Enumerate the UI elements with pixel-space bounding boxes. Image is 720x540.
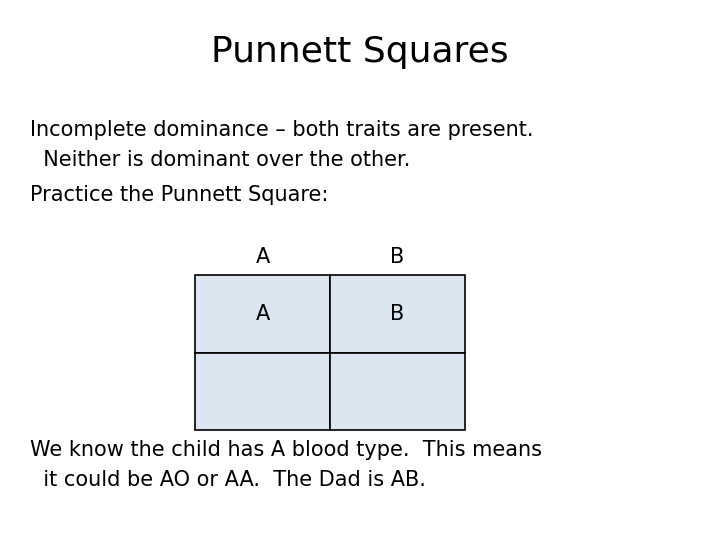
Text: A: A — [256, 303, 269, 324]
Text: Practice the Punnett Square:: Practice the Punnett Square: — [30, 185, 328, 205]
Bar — [330, 275, 465, 353]
Text: Punnett Squares: Punnett Squares — [211, 35, 509, 69]
Text: it could be AO or AA.  The Dad is AB.: it could be AO or AA. The Dad is AB. — [30, 470, 426, 490]
Bar — [195, 275, 330, 353]
Text: We know the child has A blood type.  This means: We know the child has A blood type. This… — [30, 440, 542, 460]
Bar — [330, 353, 465, 430]
Text: B: B — [390, 247, 405, 267]
Text: Incomplete dominance – both traits are present.: Incomplete dominance – both traits are p… — [30, 120, 534, 140]
Bar — [195, 353, 330, 430]
Text: Neither is dominant over the other.: Neither is dominant over the other. — [30, 150, 410, 170]
Text: B: B — [390, 303, 405, 324]
Text: A: A — [256, 247, 269, 267]
